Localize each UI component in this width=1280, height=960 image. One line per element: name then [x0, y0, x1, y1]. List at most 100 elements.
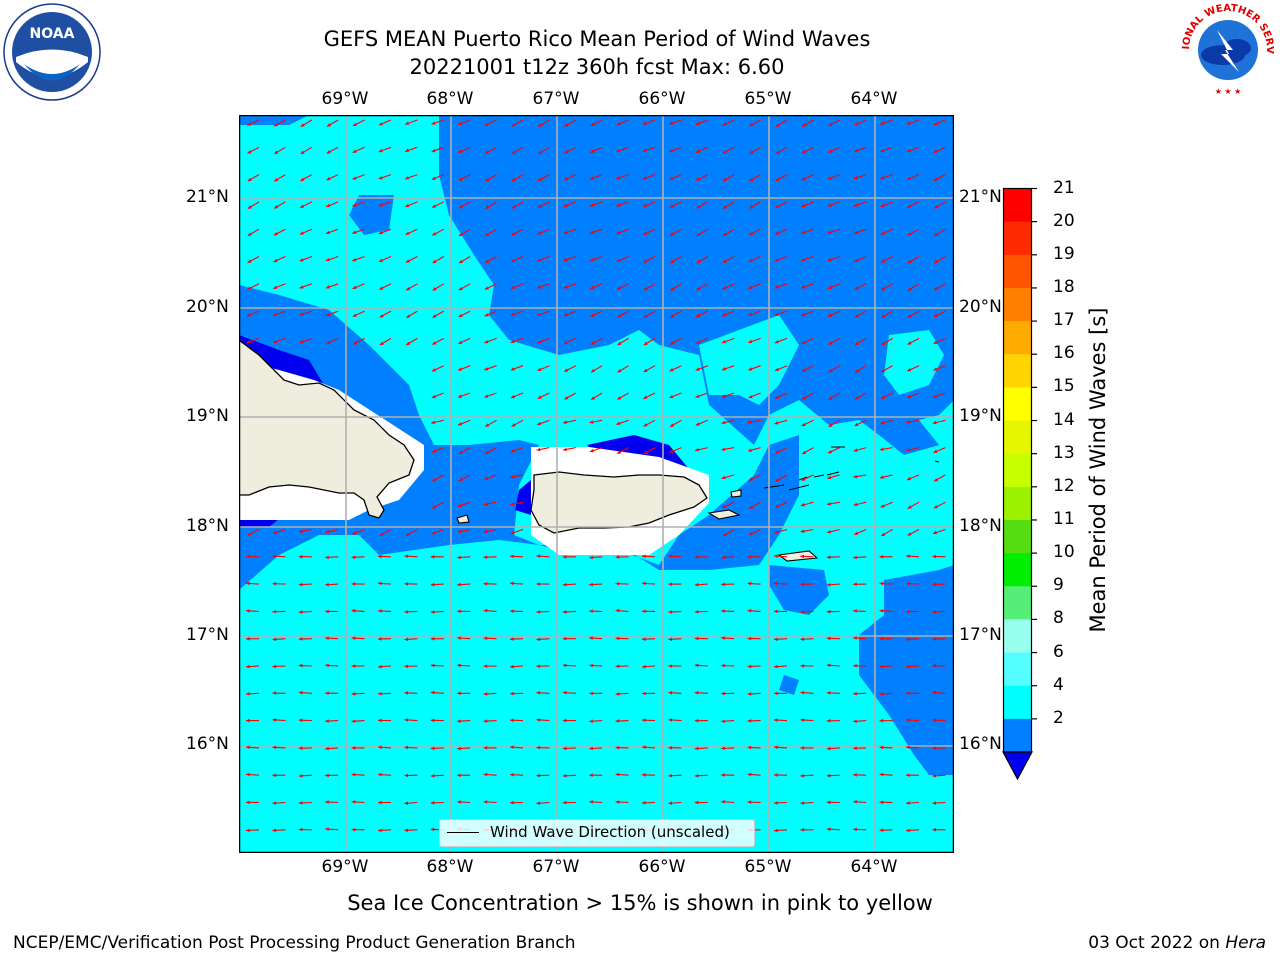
wave-direction-arrowhead	[430, 718, 435, 723]
lon-label-bottom: 67°W	[532, 857, 580, 877]
wave-direction-arrowhead	[670, 423, 675, 427]
wave-direction-arrowhead	[906, 745, 910, 750]
wave-direction-arrowhead	[642, 203, 647, 208]
wave-direction-arrowhead	[590, 149, 595, 153]
wave-direction-arrowhead	[430, 774, 435, 778]
wave-direction-arrowhead	[668, 664, 672, 668]
wave-direction-arrowhead	[721, 773, 725, 777]
wave-direction-arrowhead	[617, 450, 622, 454]
wave-direction-arrowhead	[775, 231, 780, 235]
wave-direction-arrowhead	[854, 314, 859, 318]
wave-direction-arrowhead	[722, 532, 727, 536]
lon-label-top: 65°W	[744, 89, 792, 109]
wave-direction-arrowhead	[906, 121, 911, 125]
wave-direction-arrowhead	[325, 285, 330, 289]
wave-direction-arrowhead	[800, 746, 804, 750]
wave-direction-arrowhead	[379, 532, 384, 536]
wave-direction-arrowhead	[536, 637, 541, 642]
footer-date-text: 03 Oct 2022 on	[1088, 933, 1226, 953]
wave-direction-arrowhead	[247, 177, 252, 182]
ocean-mid-region	[779, 675, 799, 695]
wave-direction-arrowhead	[615, 692, 620, 696]
wave-direction-arrowhead	[932, 827, 936, 832]
wave-direction-arrowhead	[616, 121, 621, 126]
ocean-mid-region	[439, 115, 954, 455]
wave-direction-arrowhead	[721, 420, 726, 425]
wave-direction-arrowhead	[537, 231, 542, 235]
wave-direction-arrowhead	[510, 367, 515, 371]
wave-direction-arrowhead	[536, 554, 541, 559]
wave-direction-arrowhead	[273, 285, 278, 289]
wave-direction-arrowhead	[484, 122, 489, 126]
wave-direction-arrowhead	[642, 773, 646, 777]
wave-direction-arrowhead	[722, 313, 727, 317]
wave-direction-arrowhead	[853, 636, 857, 640]
wave-direction-arrowhead	[536, 664, 540, 668]
wave-direction-arrowhead	[246, 692, 250, 696]
wave-direction-arrowhead	[774, 718, 778, 722]
wave-direction-arrowhead	[564, 123, 569, 127]
wave-direction-arrowhead	[774, 637, 778, 642]
wave-direction-arrowhead	[800, 610, 805, 614]
wave-direction-arrowhead	[880, 504, 885, 508]
wave-direction-arrowhead	[431, 420, 435, 425]
island-stcroix	[777, 550, 819, 562]
wave-direction-arrowhead	[907, 505, 912, 509]
wave-direction-arrowhead	[643, 314, 648, 318]
wave-direction-arrowhead	[694, 718, 699, 723]
lat-label-right: 21°N	[959, 187, 1002, 207]
wave-direction-arrowhead	[483, 800, 488, 804]
wave-direction-arrowhead	[299, 312, 304, 316]
wave-direction-arrowhead	[404, 637, 409, 642]
wave-direction-arrowhead	[722, 504, 727, 508]
wave-direction-arrowhead	[748, 285, 753, 289]
wave-direction-arrowhead	[457, 746, 461, 751]
wave-direction-arrowhead	[431, 449, 436, 453]
wave-direction-arrowhead	[774, 828, 778, 833]
wave-direction-arrowhead	[458, 367, 463, 371]
wave-direction-arrowhead	[325, 529, 330, 534]
wave-direction-arrowhead	[459, 232, 464, 236]
wave-direction-arrowhead	[562, 718, 567, 723]
wave-direction-arrowhead	[536, 773, 541, 778]
wave-direction-arrowhead	[298, 801, 303, 805]
wave-direction-arrowhead	[801, 368, 806, 372]
footer-credit: NCEP/EMC/Verification Post Processing Pr…	[13, 933, 576, 953]
wave-direction-arrowhead	[536, 610, 541, 614]
wave-direction-arrowhead	[879, 636, 884, 641]
wave-direction-arrowhead	[563, 257, 568, 262]
wave-direction-arrowhead	[272, 581, 277, 586]
wave-direction-arrowhead	[511, 205, 516, 209]
wave-direction-arrowhead	[299, 258, 304, 262]
wave-direction-arrowhead	[906, 637, 910, 642]
wave-direction-arrowhead	[774, 745, 778, 750]
wave-direction-arrowhead	[273, 312, 278, 317]
wave-direction-arrowhead	[879, 447, 884, 452]
wave-direction-arrowhead	[774, 664, 778, 669]
lon-label-top: 64°W	[850, 89, 898, 109]
wave-direction-arrowhead	[536, 691, 541, 695]
wave-direction-arrowhead	[457, 636, 461, 640]
wave-direction-arrowhead	[300, 150, 305, 154]
wave-direction-arrowhead	[854, 258, 859, 262]
wave-direction-arrowhead	[932, 610, 937, 614]
wave-direction-arrowhead	[510, 691, 514, 696]
wave-direction-arrowhead	[670, 259, 675, 264]
wave-direction-arrowhead	[853, 203, 858, 207]
wave-direction-arrowhead	[854, 230, 859, 235]
wave-direction-arrowhead	[406, 286, 411, 291]
wave-direction-arrowhead	[562, 582, 567, 587]
wave-direction-arrowhead	[325, 827, 329, 831]
wave-direction-arrowhead	[853, 773, 857, 777]
wave-direction-arrowhead	[563, 203, 568, 208]
wave-direction-arrowhead	[246, 664, 250, 669]
wave-direction-arrowhead	[485, 259, 490, 263]
wave-direction-arrowhead	[669, 148, 674, 153]
wave-direction-arrowhead	[827, 529, 832, 534]
wave-direction-arrowhead	[484, 286, 489, 290]
wave-direction-arrowhead	[933, 313, 938, 317]
wave-direction-arrowhead	[668, 637, 673, 642]
wave-direction-arrowhead	[881, 341, 886, 346]
wave-direction-arrowhead	[510, 339, 515, 344]
wave-direction-arrowhead	[774, 801, 778, 805]
